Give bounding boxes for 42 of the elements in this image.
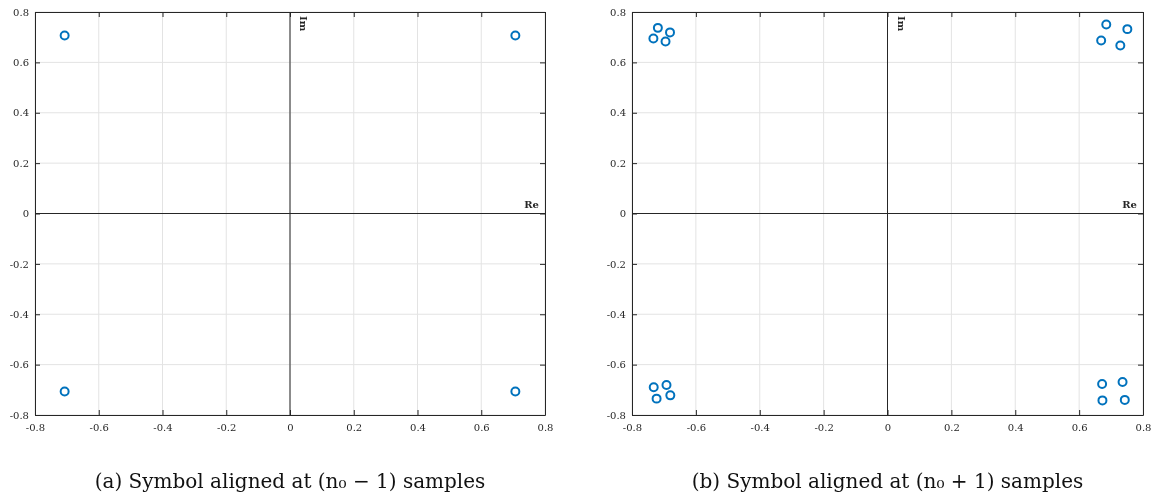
y-tick-label: 0.2 <box>610 157 626 169</box>
y-tick-label: -0.6 <box>606 359 626 371</box>
ref-line-label: Re <box>524 198 539 210</box>
y-tick-label: -0.4 <box>606 308 626 320</box>
y-tick-label: 0.2 <box>13 157 29 169</box>
y-tick-label: 0.6 <box>13 57 29 69</box>
ref-line-label: Re <box>1122 198 1137 210</box>
y-tick-label: 0 <box>22 208 29 220</box>
x-tick-label: 0.8 <box>1135 422 1151 434</box>
x-tick-label: 0.6 <box>473 422 490 434</box>
y-tick-label: 0.8 <box>13 6 29 18</box>
x-tick-label: -0.2 <box>217 422 237 434</box>
y-tick-label: -0.8 <box>9 409 29 421</box>
y-tick-label: 0.4 <box>13 107 29 119</box>
y-tick-label: -0.2 <box>9 258 29 270</box>
x-tick-label: -0.6 <box>686 422 707 434</box>
x-tick-label: 0.4 <box>1007 422 1024 434</box>
x-tick-label: 0.4 <box>410 422 426 434</box>
text: (b) Symbol aligned at (n₀ + 1) samples <box>691 469 1084 493</box>
x-tick-label: -0.4 <box>153 422 173 434</box>
y-tick-label: -0.2 <box>606 258 626 270</box>
y-tick-label: 0.8 <box>610 6 626 18</box>
ref-line-label: Im <box>298 16 309 32</box>
y-tick-label: -0.8 <box>606 409 626 421</box>
x-tick-label: -0.4 <box>750 422 770 434</box>
y-tick-label: 0.6 <box>610 57 626 69</box>
x-tick-label: 0.2 <box>346 422 363 434</box>
text: (a) Symbol aligned at (n₀ − 1) samples <box>94 469 486 493</box>
x-tick-label: 0.8 <box>537 422 554 434</box>
x-tick-label: -0.8 <box>622 422 643 434</box>
x-tick-label: 0.2 <box>943 422 960 434</box>
x-tick-label: -0.8 <box>25 422 46 434</box>
x-tick-label: -0.2 <box>814 422 834 434</box>
y-tick-label: 0.4 <box>610 107 626 119</box>
x-tick-label: 0 <box>287 422 294 434</box>
y-tick-label: -0.6 <box>9 359 29 371</box>
ref-line-label: Im <box>895 16 907 32</box>
x-tick-label: 0.6 <box>1071 422 1088 434</box>
y-tick-label: -0.4 <box>9 308 29 320</box>
x-tick-label: -0.6 <box>89 422 109 434</box>
x-tick-label: 0 <box>884 422 892 434</box>
y-tick-label: 0 <box>619 208 626 220</box>
